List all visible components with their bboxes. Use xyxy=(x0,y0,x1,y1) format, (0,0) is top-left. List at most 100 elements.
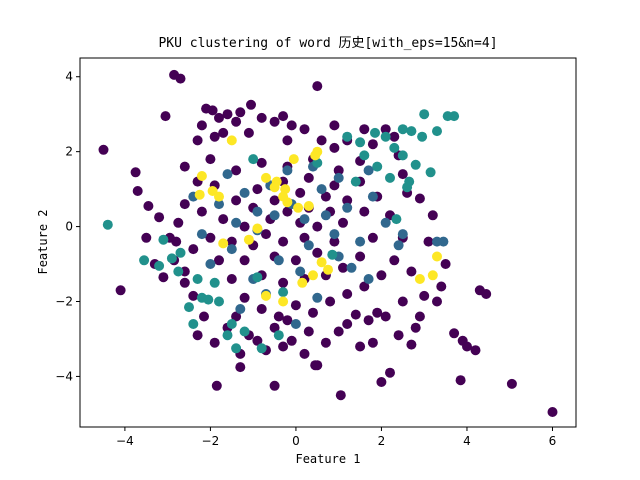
point-cluster-1-18 xyxy=(320,210,331,221)
point-cluster-3-11 xyxy=(293,202,304,213)
point-cluster-1-0 xyxy=(196,229,207,240)
point-cluster-1-12 xyxy=(355,236,366,247)
point-cluster-3-25 xyxy=(278,296,289,307)
point-cluster-2-34 xyxy=(350,176,361,187)
point-cluster-0-16 xyxy=(222,109,233,120)
point-cluster-0-114 xyxy=(231,195,242,206)
point-cluster-2-38 xyxy=(222,330,233,341)
series-cluster-2 xyxy=(102,109,460,354)
point-cluster-0-53 xyxy=(363,315,374,326)
point-cluster-0-163 xyxy=(436,281,447,292)
point-cluster-0-23 xyxy=(286,120,297,131)
point-cluster-0-126 xyxy=(342,195,353,206)
point-cluster-0-2 xyxy=(130,167,141,178)
point-cluster-3-23 xyxy=(432,251,442,262)
point-cluster-2-31 xyxy=(385,172,395,183)
point-cluster-0-151 xyxy=(282,135,293,146)
point-cluster-3-3 xyxy=(214,191,224,202)
point-cluster-2-12 xyxy=(239,326,250,337)
point-cluster-0-89 xyxy=(256,157,267,168)
point-cluster-3-27 xyxy=(261,290,271,301)
point-cluster-2-15 xyxy=(342,131,353,142)
point-cluster-1-10 xyxy=(329,229,340,240)
point-cluster-2-5 xyxy=(173,266,184,277)
point-cluster-0-70 xyxy=(462,341,472,352)
point-cluster-0-93 xyxy=(205,232,216,243)
point-cluster-3-18 xyxy=(252,223,263,234)
point-cluster-3-4 xyxy=(226,135,237,146)
point-cluster-3-20 xyxy=(316,257,327,268)
point-cluster-0-47 xyxy=(299,348,310,359)
point-cluster-2-42 xyxy=(402,182,413,193)
point-cluster-0-102 xyxy=(342,289,353,299)
point-cluster-0-166 xyxy=(282,315,293,326)
point-cluster-0-96 xyxy=(239,292,250,303)
point-cluster-0-95 xyxy=(226,274,237,284)
point-cluster-0-8 xyxy=(175,73,186,84)
point-cluster-2-35 xyxy=(175,247,186,258)
point-cluster-0-86 xyxy=(333,165,344,176)
point-cluster-2-2 xyxy=(154,260,165,271)
point-cluster-0-82 xyxy=(389,131,400,142)
point-cluster-0-18 xyxy=(235,107,246,118)
point-cluster-1-37 xyxy=(299,214,310,225)
point-cluster-0-83 xyxy=(380,124,391,135)
point-cluster-3-24 xyxy=(427,270,438,281)
point-cluster-3-14 xyxy=(312,146,323,157)
point-cluster-0-99 xyxy=(290,300,301,311)
point-cluster-0-149 xyxy=(209,131,220,142)
point-cluster-0-52 xyxy=(355,341,366,352)
point-cluster-0-160 xyxy=(350,309,361,320)
point-cluster-2-37 xyxy=(209,277,220,288)
series-cluster-3 xyxy=(194,135,442,307)
point-cluster-0-60 xyxy=(335,390,346,401)
point-cluster-3-19 xyxy=(308,270,318,281)
point-cluster-0-76 xyxy=(547,407,558,417)
point-cluster-1-32 xyxy=(438,236,449,247)
axes-frame xyxy=(79,57,577,428)
point-cluster-2-30 xyxy=(449,111,460,122)
point-cluster-0-150 xyxy=(243,127,254,138)
point-cluster-1-39 xyxy=(231,217,242,228)
point-cluster-0-6 xyxy=(160,111,171,122)
point-cluster-0-27 xyxy=(329,142,340,153)
point-cluster-2-28 xyxy=(432,126,442,137)
point-cluster-3-0 xyxy=(194,189,205,200)
point-cluster-2-27 xyxy=(425,167,436,178)
point-cluster-0-103 xyxy=(359,281,370,292)
point-cluster-0-54 xyxy=(372,307,383,318)
point-cluster-1-36 xyxy=(252,206,263,217)
point-cluster-3-22 xyxy=(414,274,425,284)
point-cluster-0-62 xyxy=(269,380,280,391)
point-cluster-3-1 xyxy=(196,171,207,181)
point-cluster-0-17 xyxy=(231,116,242,127)
point-cluster-1-9 xyxy=(316,184,327,195)
y-axis-label: Feature 2 xyxy=(36,209,50,274)
point-cluster-0-134 xyxy=(290,255,301,266)
point-cluster-0-143 xyxy=(278,236,289,247)
point-cluster-0-90 xyxy=(231,165,242,176)
point-cluster-0-105 xyxy=(389,255,400,266)
y-tick-label: 4 xyxy=(65,70,73,84)
point-cluster-0-75 xyxy=(506,378,517,389)
point-cluster-0-15 xyxy=(218,127,229,138)
point-cluster-0-65 xyxy=(432,296,442,307)
point-cluster-3-26 xyxy=(297,277,308,288)
point-cluster-0-145 xyxy=(312,221,323,232)
point-cluster-0-84 xyxy=(367,139,378,150)
point-cluster-0-42 xyxy=(252,335,263,346)
point-cluster-0-116 xyxy=(226,236,237,247)
point-cluster-0-144 xyxy=(299,232,310,243)
point-cluster-2-41 xyxy=(312,157,323,168)
point-cluster-1-2 xyxy=(226,244,237,255)
point-cluster-0-131 xyxy=(239,221,250,232)
point-cluster-0-136 xyxy=(329,236,340,247)
point-cluster-2-43 xyxy=(278,287,289,298)
point-cluster-1-29 xyxy=(393,240,404,251)
point-cluster-0-66 xyxy=(419,290,430,301)
point-cluster-0-135 xyxy=(312,247,323,258)
point-cluster-0-38 xyxy=(209,337,220,348)
point-cluster-0-125 xyxy=(359,206,370,217)
point-cluster-3-17 xyxy=(243,234,254,245)
point-cluster-0-80 xyxy=(397,169,408,180)
